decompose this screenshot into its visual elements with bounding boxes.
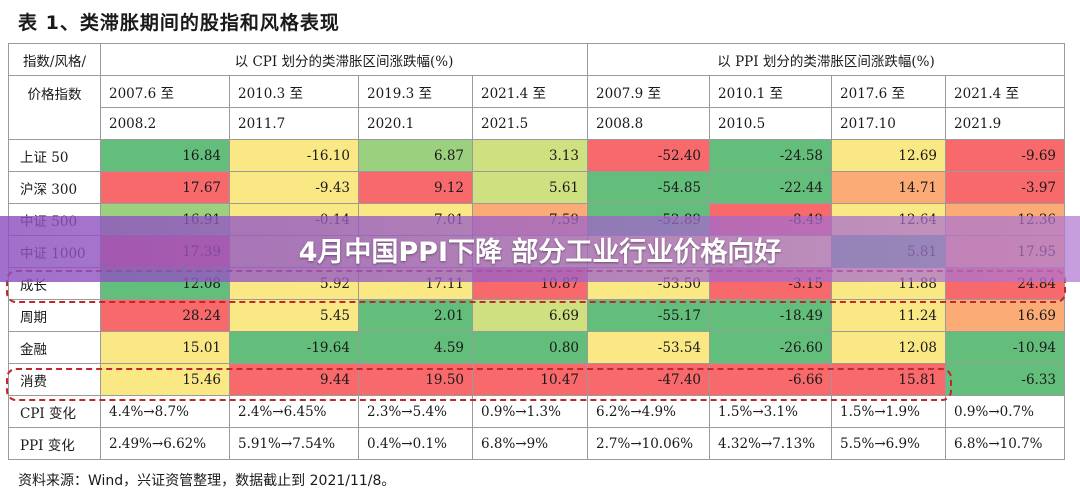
ppi-group-header: 以 PPI 划分的类滞胀区间涨跌幅(%) bbox=[587, 43, 1066, 76]
table-cell: 5.61 bbox=[471, 171, 589, 204]
table-cell: 5.91%→7.54% bbox=[229, 427, 359, 460]
header-row-1: 指数/风格/ 以 CPI 划分的类滞胀区间涨跌幅(%) 以 PPI 划分的类滞胀… bbox=[8, 43, 1066, 76]
table-cell: -16.10 bbox=[229, 139, 359, 172]
table-cell: -6.66 bbox=[709, 363, 833, 396]
table-row: CPI 变化 4.4%→8.7% 2.4%→6.45% 2.3%→5.4% 0.9%→1… bbox=[8, 395, 1066, 428]
table-cell: 10.47 bbox=[471, 363, 589, 396]
table-cell: 6.69 bbox=[471, 299, 589, 332]
period-end: 2010.5 bbox=[709, 107, 833, 140]
table-cell: 0.9%→0.7% bbox=[945, 395, 1066, 428]
period-end: 2008.8 bbox=[587, 107, 711, 140]
table-cell: -55.17 bbox=[587, 299, 711, 332]
table-row: 金融 15.01 -19.64 4.59 0.80 -53.54 -26.60 12.08 -1… bbox=[8, 331, 1066, 364]
table-row: PPI 变化 2.49%→6.62% 5.91%→7.54% 0.4%→0.1% 6.8… bbox=[8, 427, 1066, 460]
table-cell: -52.40 bbox=[587, 139, 711, 172]
table-cell: 4.4%→8.7% bbox=[100, 395, 230, 428]
table-cell: 2.49%→6.62% bbox=[100, 427, 230, 460]
table-cell: 3.13 bbox=[471, 139, 589, 172]
table-cell: 19.50 bbox=[358, 363, 473, 396]
table-cell: 11.24 bbox=[831, 299, 947, 332]
period-end: 2021.9 bbox=[945, 107, 1066, 140]
table-cell: 4.59 bbox=[358, 331, 473, 364]
period-start: 2021.4 至 bbox=[471, 75, 589, 108]
row-label: 金融 bbox=[8, 331, 101, 364]
table-cell: 1.5%→3.1% bbox=[709, 395, 833, 428]
period-end: 2011.7 bbox=[229, 107, 359, 140]
table-cell: -9.69 bbox=[945, 139, 1066, 172]
table-title: 表 1、类滞胀期间的股指和风格表现 bbox=[18, 12, 340, 34]
table-cell: 16.84 bbox=[100, 139, 230, 172]
table-cell: 6.2%→4.9% bbox=[587, 395, 711, 428]
source-footnote: 资料来源：Wind，兴证资管整理，数据截止到 2021/11/8。 bbox=[18, 473, 396, 489]
cpi-group-header: 以 CPI 划分的类滞胀区间涨跌幅(%) bbox=[99, 43, 589, 76]
period-start: 2017.6 至 bbox=[831, 75, 947, 108]
table-cell: 9.12 bbox=[358, 171, 473, 204]
period-end: 2020.1 bbox=[358, 107, 473, 140]
table-cell: 0.80 bbox=[471, 331, 589, 364]
table-row: 上证 50 16.84 -16.10 6.87 3.13 -52.40 -24.58 12.6… bbox=[8, 139, 1066, 172]
table-cell: -54.85 bbox=[587, 171, 711, 204]
period-end: 2021.5 bbox=[471, 107, 589, 140]
table-cell: 2.7%→10.06% bbox=[587, 427, 711, 460]
table-cell: -10.94 bbox=[945, 331, 1066, 364]
period-start: 2007.9 至 bbox=[587, 75, 711, 108]
table-cell: 9.44 bbox=[229, 363, 359, 396]
header-row-3: 2008.2 2011.7 2020.1 2021.5 2008.8 2010.… bbox=[9, 107, 1066, 140]
table-cell: 16.69 bbox=[945, 299, 1066, 332]
table-cell: -6.33 bbox=[945, 363, 1066, 396]
table-cell: 17.67 bbox=[100, 171, 230, 204]
row-label: 沪深 300 bbox=[8, 171, 101, 204]
table-cell: 0.4%→0.1% bbox=[358, 427, 473, 460]
headline-banner: 4月中国PPI下降 部分工业行业价格向好 bbox=[0, 216, 1080, 282]
table-cell: 6.87 bbox=[358, 139, 473, 172]
header-row-2: 价格指数 2007.6 至 2010.3 至 2019.3 至 2021.4 至… bbox=[8, 75, 1066, 140]
corner-header-bottom: 价格指数 bbox=[8, 75, 101, 140]
table-cell: 5.5%→6.9% bbox=[831, 427, 947, 460]
table-cell: 5.45 bbox=[229, 299, 359, 332]
table-cell: 2.4%→6.45% bbox=[229, 395, 359, 428]
period-start: 2019.3 至 bbox=[358, 75, 473, 108]
period-start: 2021.4 至 bbox=[945, 75, 1066, 108]
period-start: 2010.1 至 bbox=[709, 75, 833, 108]
table-cell: -9.43 bbox=[229, 171, 359, 204]
table-cell: 28.24 bbox=[100, 299, 230, 332]
period-start: 2007.6 至 bbox=[100, 75, 230, 108]
period-end: 2008.2 bbox=[100, 107, 230, 140]
table-cell: -3.97 bbox=[945, 171, 1066, 204]
table-cell: 6.8%→10.7% bbox=[945, 427, 1066, 460]
table-cell: -26.60 bbox=[709, 331, 833, 364]
table-cell: -47.40 bbox=[587, 363, 711, 396]
table-cell: -53.54 bbox=[587, 331, 711, 364]
table-cell: 15.46 bbox=[100, 363, 230, 396]
row-label: PPI 变化 bbox=[8, 427, 101, 460]
table-row: 消费 15.46 9.44 19.50 10.47 -47.40 -6.66 15.81 -6.… bbox=[8, 363, 1066, 396]
row-label: 消费 bbox=[8, 363, 101, 396]
table-body: 上证 50 16.84 -16.10 6.87 3.13 -52.40 -24.58 12.6… bbox=[8, 139, 1066, 460]
table-cell: 0.9%→1.3% bbox=[471, 395, 589, 428]
corner-header-top: 指数/风格/ bbox=[8, 43, 101, 76]
table-cell: 6.8%→9% bbox=[471, 427, 589, 460]
period-start: 2010.3 至 bbox=[229, 75, 359, 108]
row-label: 上证 50 bbox=[8, 139, 101, 172]
table-cell: 14.71 bbox=[831, 171, 947, 204]
table-row: 沪深 300 17.67 -9.43 9.12 5.61 -54.85 -22.44 14.7… bbox=[8, 171, 1066, 204]
table-cell: -24.58 bbox=[709, 139, 833, 172]
table-cell: 2.01 bbox=[358, 299, 473, 332]
table-cell: 12.69 bbox=[831, 139, 947, 172]
table-cell: 4.32%→7.13% bbox=[709, 427, 833, 460]
table-cell: 15.81 bbox=[831, 363, 947, 396]
table-row: 周期 28.24 5.45 2.01 6.69 -55.17 -18.49 11.24 16.6… bbox=[8, 299, 1066, 332]
period-end: 2017.10 bbox=[831, 107, 947, 140]
table-cell: 2.3%→5.4% bbox=[358, 395, 473, 428]
table-cell: 15.01 bbox=[100, 331, 230, 364]
table-cell: 12.08 bbox=[831, 331, 947, 364]
table-cell: 1.5%→1.9% bbox=[831, 395, 947, 428]
headline-text: 4月中国PPI下降 部分工业行业价格向好 bbox=[298, 236, 782, 268]
row-label: 周期 bbox=[8, 299, 101, 332]
table-cell: -18.49 bbox=[709, 299, 833, 332]
row-label: CPI 变化 bbox=[8, 395, 101, 428]
table-cell: -19.64 bbox=[229, 331, 359, 364]
table-cell: -22.44 bbox=[709, 171, 833, 204]
